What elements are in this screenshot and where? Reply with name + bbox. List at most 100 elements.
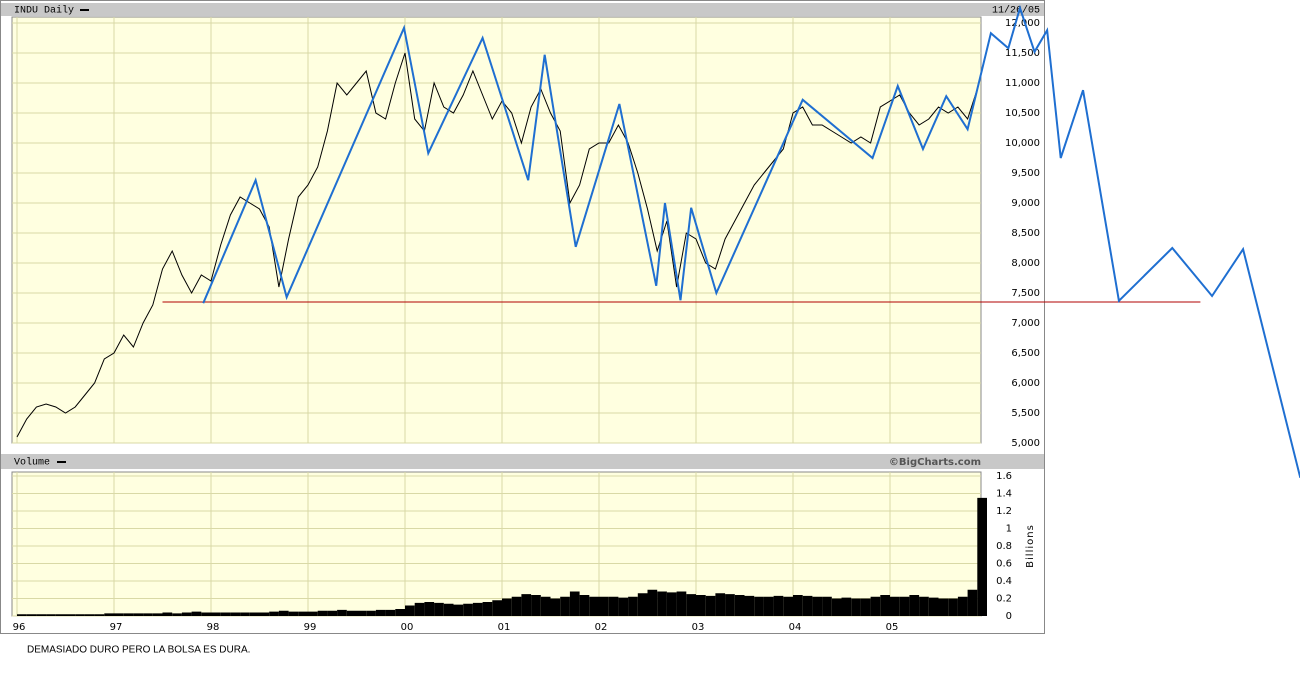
y-tick-label: 8,500 (1011, 228, 1040, 239)
x-tick-label: 00 (401, 622, 414, 633)
price-line (16, 52, 978, 438)
volume-bar (705, 595, 716, 616)
volume-bar (938, 598, 949, 616)
volume-bar (763, 596, 774, 616)
volume-bar (715, 593, 726, 616)
y-tick-label: 0.4 (996, 576, 1012, 587)
volume-bar (928, 597, 939, 616)
volume-bar (948, 598, 958, 616)
volume-bar (211, 612, 221, 616)
volume-bar (65, 614, 76, 616)
volume-bar (686, 594, 696, 616)
volume-bar (114, 613, 124, 616)
y-tick-label: 1.2 (996, 506, 1012, 517)
volume-bar (802, 595, 813, 616)
volume-bar (880, 595, 890, 616)
volume-bar (201, 612, 211, 616)
x-tick-label: 97 (110, 622, 123, 633)
y-tick-label: 9,500 (1011, 168, 1040, 179)
volume-bar (181, 612, 192, 616)
y-tick-label: 12,000 (1005, 18, 1040, 29)
volume-bar (890, 596, 900, 616)
y-tick-label: 10,000 (1005, 138, 1040, 149)
volume-bar (308, 611, 318, 616)
volume-bar (434, 602, 444, 616)
volume-bar (346, 610, 357, 616)
volume-bar (36, 614, 47, 616)
y-tick-label: 0.8 (996, 541, 1012, 552)
volume-bar (957, 596, 968, 616)
x-tick-label: 99 (304, 622, 317, 633)
volume-bar (822, 596, 832, 616)
volume-bar (540, 596, 551, 616)
volume-bar (550, 598, 561, 616)
volume-bar (676, 591, 687, 616)
volume-bar (734, 595, 745, 616)
volume-bar (385, 609, 396, 616)
y-tick-label: 10,500 (1005, 108, 1040, 119)
volume-bar (909, 595, 920, 616)
volume-bar (502, 598, 512, 616)
volume-bar (26, 614, 37, 616)
y-tick-label: 5,000 (1011, 438, 1040, 449)
x-tick-label: 01 (498, 622, 511, 633)
caption: DEMASIADO DURO PERO LA BOLSA ES DURA. (27, 645, 250, 656)
volume-bar (162, 612, 173, 616)
volume-header (1, 454, 1044, 469)
volume-bar (75, 614, 85, 616)
credit: ©BigCharts.com (889, 457, 981, 468)
volume-bar (55, 614, 66, 616)
volume-bar (696, 595, 706, 616)
volume-bar (492, 600, 502, 616)
volume-bar (870, 596, 881, 616)
volume-bar (104, 613, 114, 616)
volume-bar (269, 611, 279, 616)
volume-bar (298, 611, 308, 616)
y-tick-label: 6,000 (1011, 378, 1040, 389)
y-tick-label: 1 (1006, 524, 1012, 535)
volume-bar (831, 598, 842, 616)
volume-bar (443, 603, 454, 616)
volume-bar (143, 613, 153, 616)
y-tick-label: 0.6 (996, 559, 1012, 570)
volume-bar (395, 609, 405, 616)
volume-bar (424, 602, 435, 616)
volume-bar (569, 591, 580, 616)
volume-bar (288, 611, 299, 616)
y-tick-label: 11,500 (1005, 48, 1040, 59)
volume-bar (666, 592, 677, 616)
y-tick-label: 0.2 (996, 594, 1012, 605)
volume-bar (754, 596, 764, 616)
volume-bar (249, 612, 260, 616)
y-axis-label: Billions (1025, 524, 1036, 568)
volume-bar (405, 605, 415, 616)
date-label: 11/26/05 (992, 5, 1040, 17)
legend-label: INDU Daily (14, 5, 74, 17)
volume-bar (599, 596, 609, 616)
y-tick-label: 8,000 (1011, 258, 1040, 269)
price-header (1, 3, 1044, 16)
volume-bar (589, 596, 599, 616)
x-tick-label: 02 (595, 622, 608, 633)
volume-bar (744, 595, 755, 616)
volume-bar (356, 610, 367, 616)
volume-bar (773, 595, 784, 616)
volume-bar (191, 611, 202, 616)
volume-bar (725, 594, 735, 616)
volume-bar (851, 598, 861, 616)
volume-bar (560, 596, 570, 616)
volume-bar (375, 609, 386, 616)
volume-bar (919, 596, 929, 616)
volume-bar (783, 596, 793, 616)
x-tick-label: 98 (207, 622, 220, 633)
y-tick-label: 7,000 (1011, 318, 1040, 329)
y-tick-label: 0 (1006, 611, 1012, 622)
y-tick-label: 9,000 (1011, 198, 1040, 209)
volume-bar (94, 614, 105, 616)
volume-bar (531, 595, 541, 616)
y-tick-label: 7,500 (1011, 288, 1040, 299)
volume-bar (637, 593, 648, 616)
x-tick-label: 04 (789, 622, 802, 633)
volume-bar (17, 614, 27, 616)
volume-bar (860, 598, 871, 616)
